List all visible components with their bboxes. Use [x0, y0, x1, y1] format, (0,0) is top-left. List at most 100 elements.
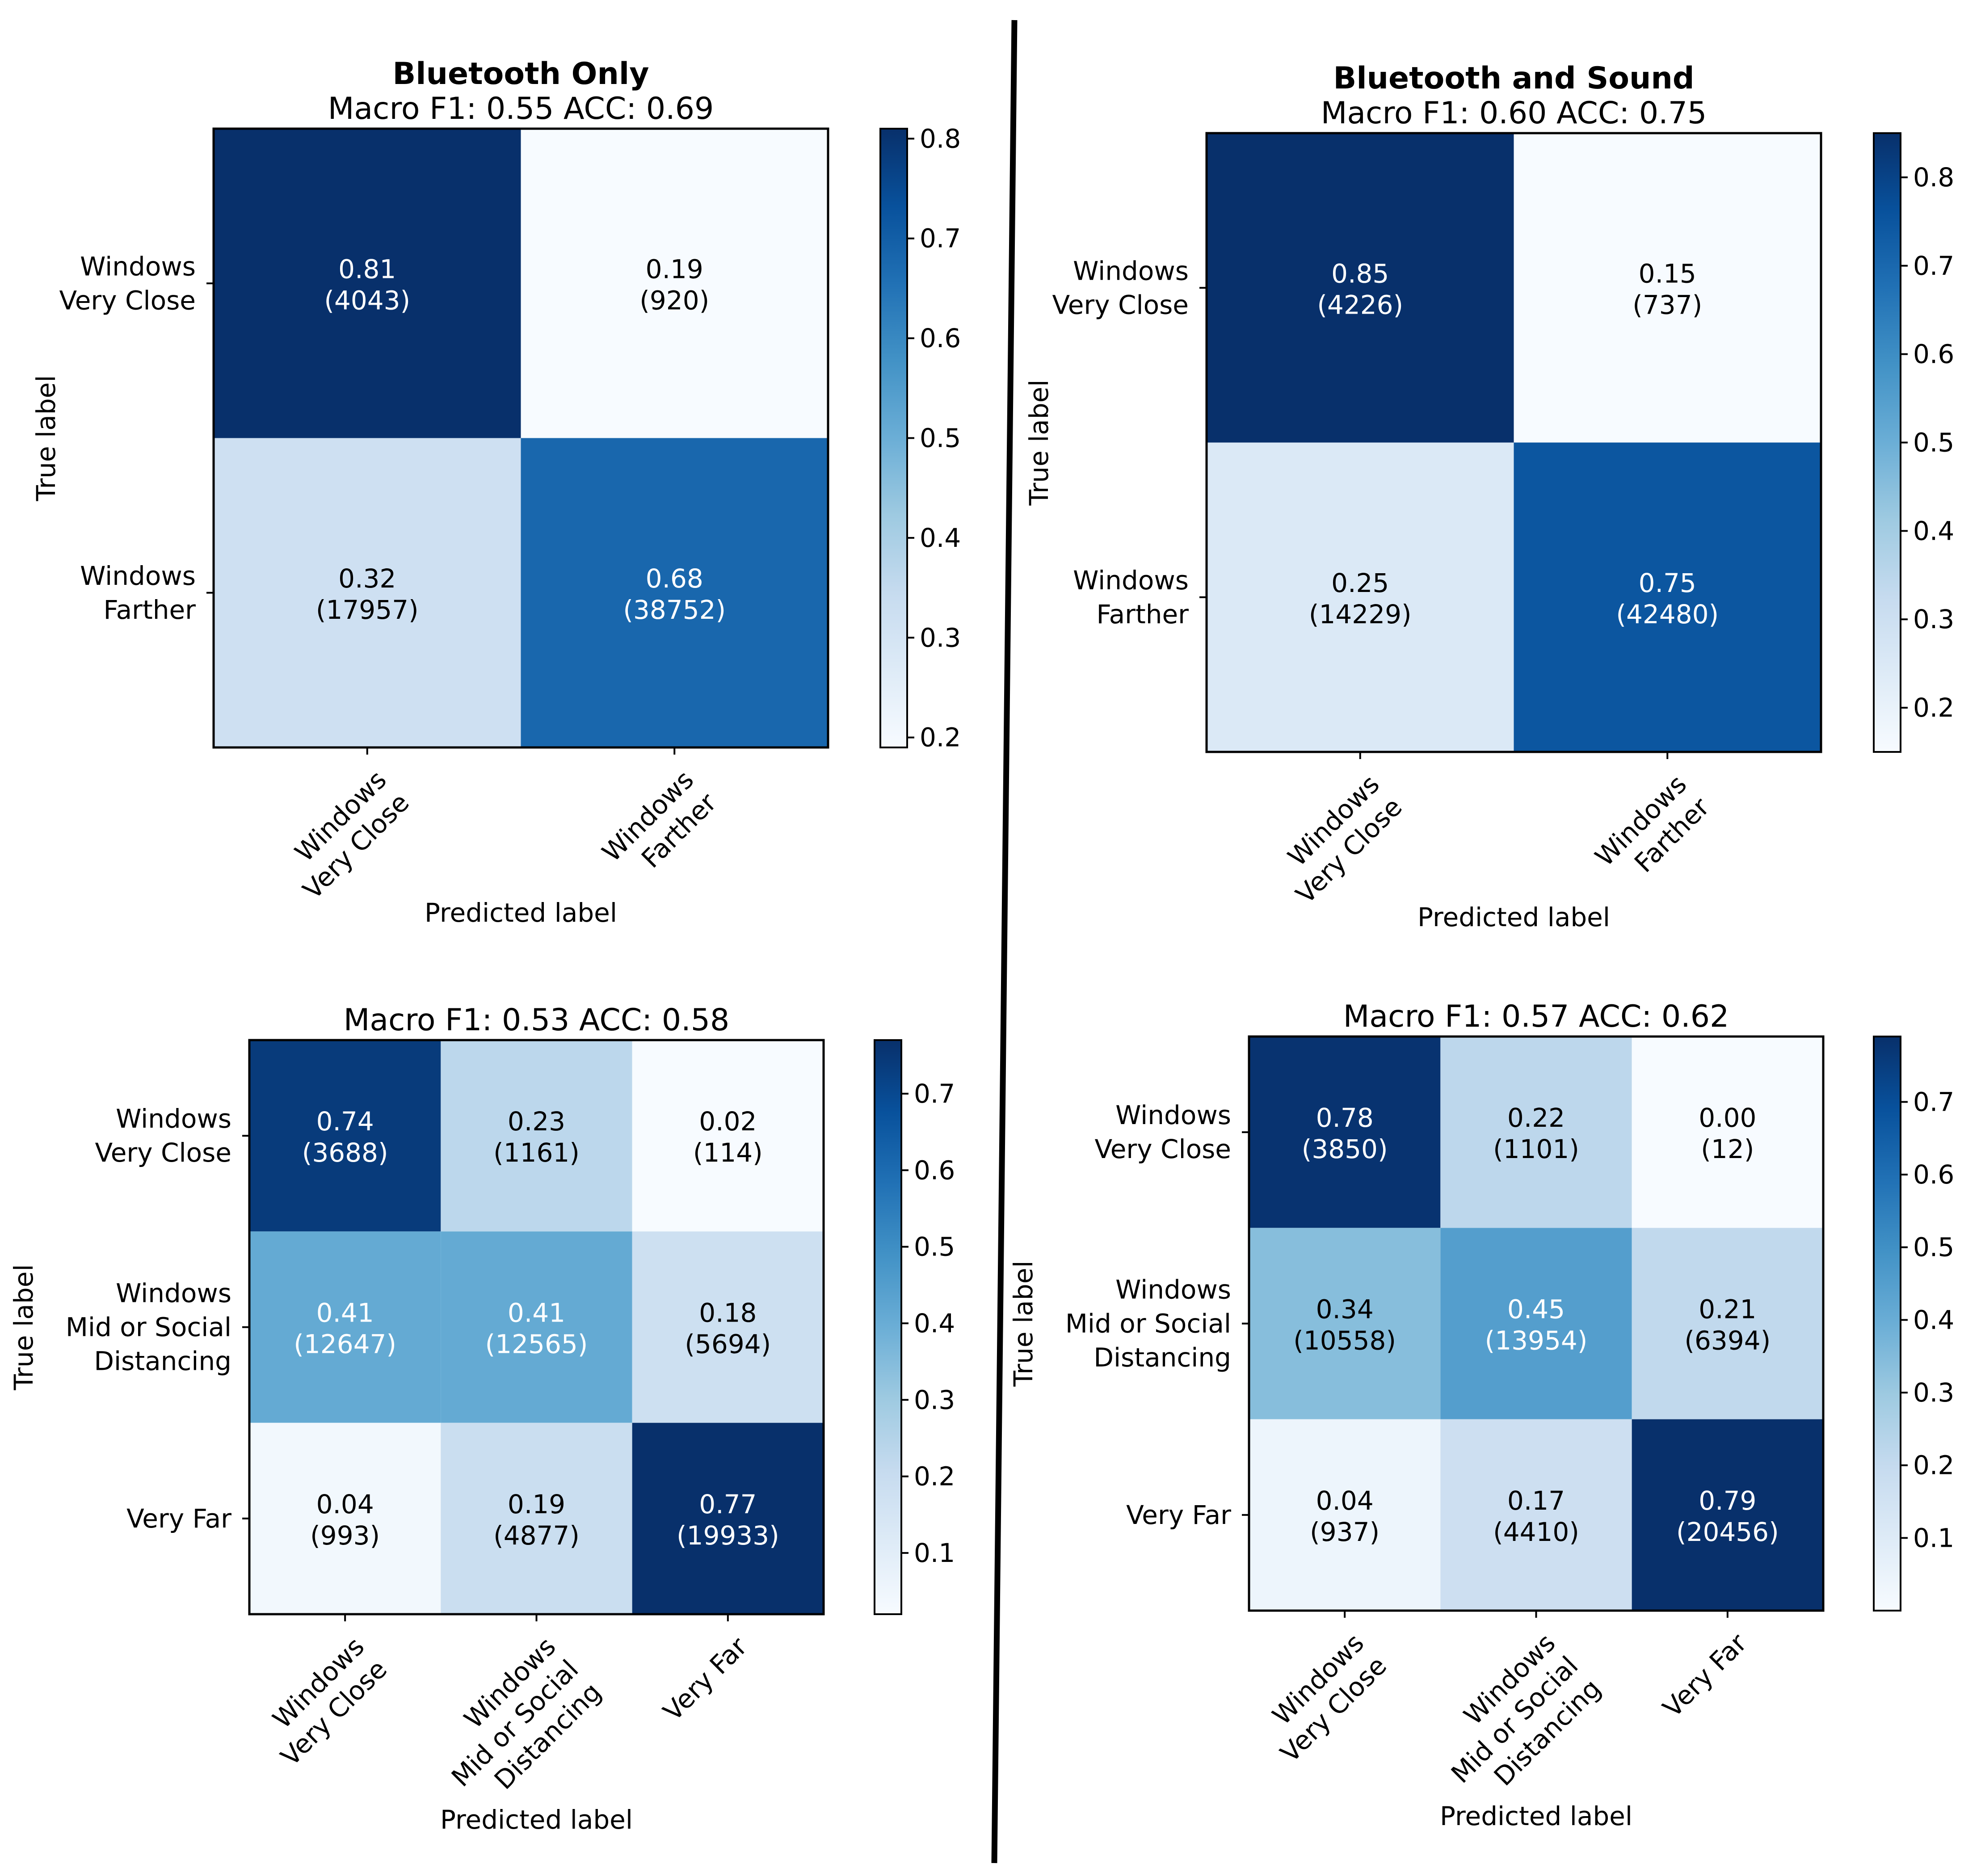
x-axis-label: Predicted label [1440, 1801, 1632, 1831]
x-tick-label: WindowsVery Close [252, 1631, 393, 1772]
cell-count-label: (12565) [485, 1329, 588, 1360]
x-tick-label: WindowsVery Close [1252, 1628, 1392, 1768]
y-tick-label: Very Far [126, 1503, 231, 1534]
cell-value-label: 0.19 [508, 1489, 565, 1519]
matrix-cell [1632, 1419, 1823, 1611]
chart-subtitle: Macro F1: 0.57 ACC: 0.62 [1343, 999, 1729, 1034]
cell-value-label: 0.04 [316, 1489, 374, 1519]
cell-value-label: 0.75 [1639, 568, 1696, 598]
matrix-cell [441, 1040, 632, 1232]
y-tick-label: Windows Farther [1073, 565, 1189, 630]
colorbar-tick-label: 0.4 [1913, 516, 1954, 546]
colorbar [874, 1039, 902, 1615]
y-tick-label: Windows Very Close [95, 1104, 231, 1168]
matrix-cell [632, 1231, 824, 1423]
colorbar-tick-label: 0.7 [920, 223, 961, 254]
cell-value-label: 0.32 [338, 563, 396, 594]
cell-count-label: (4226) [1317, 290, 1403, 320]
colorbar-tick-label: 0.5 [1913, 1232, 1954, 1263]
chart-title: Bluetooth and Sound [1333, 61, 1694, 96]
matrix-cell [632, 1040, 824, 1232]
cell-count-label: (4043) [324, 285, 410, 315]
chart-subtitle: Macro F1: 0.53 ACC: 0.58 [344, 1003, 730, 1038]
matrix-cell [214, 129, 521, 438]
colorbar-tick-label: 0.7 [914, 1079, 955, 1109]
x-tick-label: Very Far [1657, 1628, 1753, 1723]
colorbar-tick-label: 0.3 [914, 1385, 955, 1415]
colorbar-tick-label: 0.8 [920, 123, 961, 154]
colorbar-tick-label: 0.4 [1913, 1305, 1954, 1335]
cell-count-label: (4877) [493, 1520, 580, 1551]
cell-value-label: 0.18 [699, 1298, 757, 1328]
cell-value-label: 0.81 [338, 254, 396, 284]
cell-count-label: (20456) [1676, 1517, 1779, 1547]
colorbar-tick-label: 0.3 [1913, 604, 1954, 634]
colorbar-tick-label: 0.5 [914, 1232, 955, 1262]
matrix-cell [1207, 442, 1514, 752]
cell-value-label: 0.74 [316, 1106, 374, 1137]
cell-value-label: 0.45 [1507, 1294, 1565, 1325]
colorbar-tick-label: 0.1 [1913, 1523, 1954, 1553]
y-axis-label: True label [8, 1264, 39, 1391]
colorbar [879, 128, 908, 748]
cell-count-label: (114) [693, 1137, 763, 1168]
y-tick-label: Windows Very Close [1095, 1100, 1231, 1164]
cell-count-label: (993) [310, 1520, 380, 1551]
cell-count-label: (38752) [623, 595, 726, 625]
x-tick-label: WindowsMid or SocialDistancing [1422, 1628, 1607, 1812]
cell-count-label: (12) [1701, 1134, 1754, 1164]
matrix-cell [521, 438, 828, 747]
y-tick-label: Windows Farther [80, 561, 196, 625]
colorbar-tick-label: 0.4 [914, 1308, 955, 1339]
colorbar-tick-label: 0.5 [1913, 428, 1954, 458]
colorbar-tick-label: 0.2 [1913, 1450, 1954, 1481]
cell-count-label: (17957) [316, 595, 419, 625]
cell-count-label: (737) [1632, 290, 1702, 320]
cell-value-label: 0.15 [1639, 258, 1696, 289]
colorbar-tick-label: 0.8 [1913, 162, 1954, 193]
colorbar-tick-label: 0.6 [914, 1155, 955, 1185]
chart-subtitle: Macro F1: 0.60 ACC: 0.75 [1321, 96, 1707, 131]
y-tick-label: Very Far [1126, 1500, 1231, 1530]
chart-subtitle: Macro F1: 0.55 ACC: 0.69 [328, 91, 714, 126]
confusion-matrix-panel-3: Macro F1: 0.53 ACC: 0.580.74(3688)0.23(1… [8, 1003, 955, 1835]
x-tick-label: WindowsFarther [1589, 769, 1715, 895]
cell-count-label: (12647) [294, 1329, 396, 1360]
cell-count-label: (19933) [677, 1520, 779, 1551]
x-tick-label: WindowsVery Close [1267, 769, 1408, 910]
x-axis-label: Predicted label [1417, 902, 1610, 932]
cell-count-label: (3850) [1302, 1134, 1388, 1164]
colorbar-tick-label: 0.5 [920, 423, 961, 453]
matrix-frame [1205, 132, 1822, 753]
colorbar-tick-label: 0.3 [1913, 1377, 1954, 1408]
colorbar-tick-label: 0.7 [1913, 251, 1954, 281]
colorbar-tick-label: 0.1 [914, 1538, 955, 1568]
cell-value-label: 0.21 [1699, 1294, 1756, 1325]
cell-count-label: (6394) [1684, 1326, 1771, 1356]
y-axis-label: True label [31, 375, 61, 502]
y-tick-label: Windows Mid or Social Distancing [1065, 1275, 1231, 1373]
chart-title: Bluetooth Only [392, 56, 649, 92]
matrix-cell [1249, 1037, 1441, 1228]
colorbar-tick-label: 0.6 [1913, 339, 1954, 369]
matrix-cell [521, 129, 828, 438]
cell-count-label: (4410) [1493, 1517, 1579, 1547]
matrix-cell [249, 1231, 441, 1423]
cell-count-label: (1161) [493, 1137, 580, 1168]
cell-count-label: (937) [1310, 1517, 1380, 1547]
y-tick-label: Windows Mid or Social Distancing [66, 1278, 231, 1377]
x-tick-label: WindowsMid or SocialDistancing [423, 1631, 607, 1815]
y-axis-label: True label [1008, 1261, 1039, 1387]
cell-value-label: 0.25 [1331, 568, 1389, 598]
matrix-cell [1514, 133, 1821, 443]
cell-count-label: (10558) [1293, 1326, 1396, 1356]
matrix-cell [1632, 1228, 1823, 1419]
cell-value-label: 0.85 [1331, 258, 1389, 289]
matrix-cell [1249, 1228, 1441, 1419]
cell-count-label: (3688) [302, 1137, 388, 1168]
matrix-cell [1207, 133, 1514, 443]
cell-count-label: (5694) [685, 1329, 771, 1360]
x-tick-label: WindowsVery Close [274, 764, 415, 905]
confusion-matrix-panel-4: Macro F1: 0.57 ACC: 0.620.78(3850)0.22(1… [1008, 999, 1954, 1831]
